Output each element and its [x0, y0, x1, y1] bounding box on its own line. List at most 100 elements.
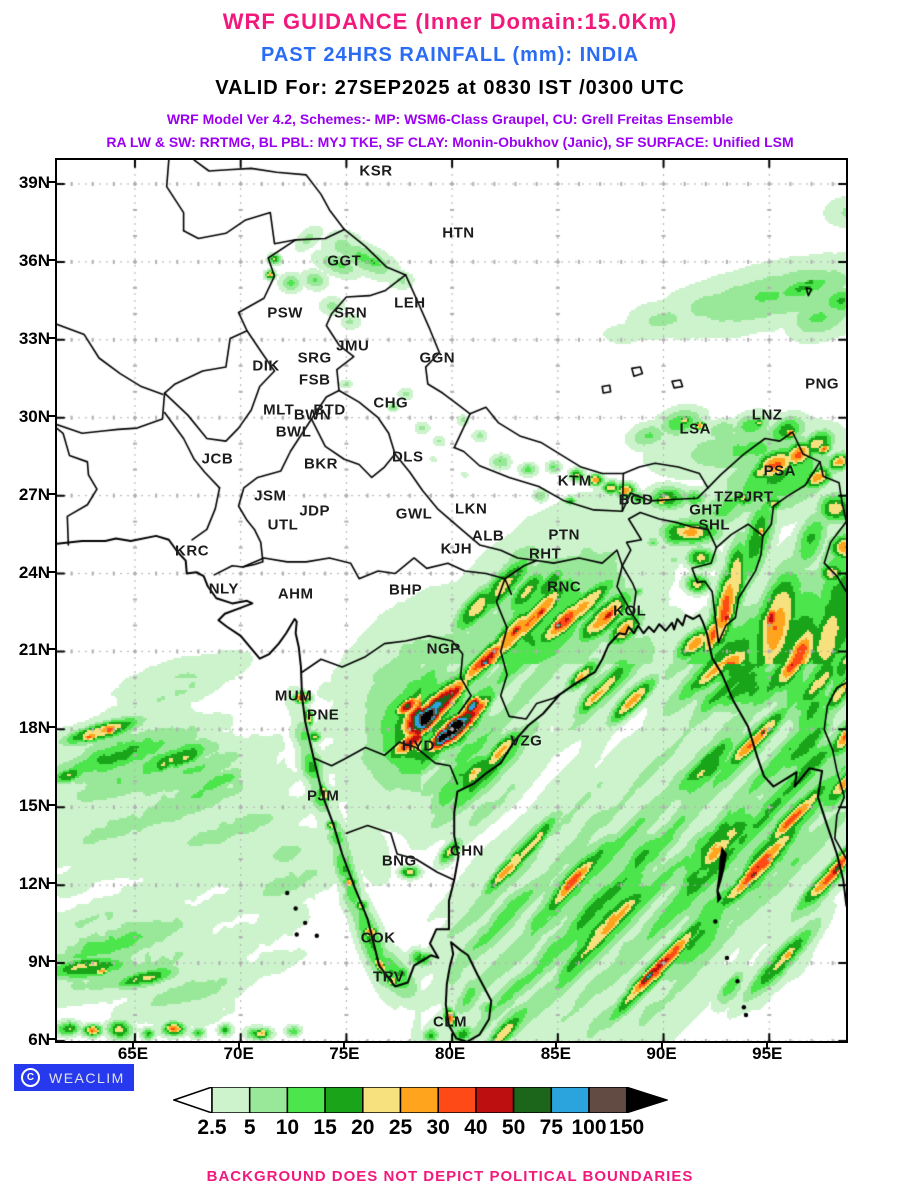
lon-tick-mark	[660, 1041, 663, 1048]
station-label-PNG: PNG	[805, 375, 840, 393]
lat-tick-mark	[48, 1038, 55, 1040]
colorbar-label-10: 10	[275, 1116, 300, 1139]
lon-tick-mark	[766, 1041, 769, 1048]
colorbar-right-arrow	[626, 1086, 670, 1114]
colorbar-label-5: 5	[243, 1116, 256, 1139]
lon-tick-85E: 85E	[540, 1044, 571, 1063]
lat-tick-mark	[48, 258, 55, 261]
colorbar-cell-100	[588, 1086, 628, 1114]
lon-tick-mark	[237, 1041, 240, 1048]
colorbar-label-150: 150	[609, 1116, 645, 1139]
lat-tick-27N: 27N	[18, 484, 50, 504]
colorbar-cell-10	[286, 1086, 326, 1114]
station-label-RNC: RNC	[547, 578, 582, 596]
rainfall-field-canvas	[57, 160, 846, 1041]
station-label-ALB: ALB	[471, 527, 505, 545]
station-label-CHG: CHG	[373, 394, 409, 412]
colorbar-svg	[171, 1085, 670, 1115]
station-label-BTD: BTD	[313, 401, 346, 419]
station-label-JRT: JRT	[743, 488, 774, 506]
lat-tick-39N: 39N	[18, 172, 50, 192]
colorbar-cell-40	[475, 1086, 515, 1114]
station-label-LSA: LSA	[679, 420, 711, 438]
station-label-KTM: KTM	[557, 472, 592, 490]
lat-tick-mark	[48, 882, 55, 885]
lat-tick-mark	[48, 180, 55, 183]
rainfall-colorbar	[171, 1085, 670, 1115]
station-label-AHM: AHM	[277, 585, 314, 603]
lat-tick-mark	[48, 726, 55, 729]
station-label-MUM: MUM	[274, 687, 313, 705]
lat-tick-mark	[48, 960, 55, 963]
lon-tick-65E: 65E	[117, 1044, 149, 1063]
lon-tick-mark	[131, 1041, 134, 1048]
station-label-DIK: DIK	[252, 357, 280, 375]
colorbar-left-arrow	[171, 1085, 213, 1115]
station-label-CLM: CLM	[432, 1013, 467, 1031]
station-label-BKR: BKR	[304, 455, 339, 473]
lon-tick-mark	[343, 1041, 346, 1048]
station-label-KJH: KJH	[440, 540, 473, 558]
station-label-COK: COK	[360, 929, 396, 947]
lat-tick-36N: 36N	[18, 250, 50, 270]
station-label-GWL: GWL	[395, 505, 433, 523]
copyright-circle-icon: C	[21, 1068, 40, 1087]
station-label-TRV: TRV	[373, 968, 405, 986]
weaclim-logo: C WEACLIM	[14, 1064, 134, 1091]
station-label-KSR: KSR	[359, 162, 393, 180]
colorbar-cell-5	[248, 1086, 289, 1114]
colorbar-label-40: 40	[464, 1116, 488, 1139]
station-label-LKN: LKN	[454, 500, 488, 518]
model-scheme-line-1: WRF Model Ver 4.2, Schemes:- MP: WSM6-Cl…	[166, 111, 734, 127]
model-scheme-line-2: RA LW & SW: RRTMG, BL PBL: MYJ TKE, SF C…	[106, 134, 794, 150]
colorbar-label-75: 75	[539, 1116, 563, 1139]
lat-tick-mark	[48, 414, 55, 417]
station-label-LNZ: LNZ	[751, 406, 783, 424]
lon-tick-mark	[554, 1041, 557, 1048]
station-label-SRG: SRG	[297, 349, 332, 367]
colorbar-label-15: 15	[313, 1116, 337, 1139]
lon-tick-70E: 70E	[223, 1044, 254, 1063]
station-label-BWN: BWN	[293, 406, 332, 424]
colorbar-label-20: 20	[351, 1116, 375, 1139]
station-label-TZP: TZP	[714, 488, 744, 506]
lon-tick-75E: 75E	[329, 1044, 360, 1063]
lat-tick-mark	[48, 492, 55, 495]
station-label-NGP: NGP	[426, 640, 461, 658]
station-label-BHP: BHP	[389, 581, 423, 599]
station-label-SRN: SRN	[334, 304, 368, 322]
colorbar-label-50: 50	[501, 1116, 526, 1139]
lat-tick-21N: 21N	[18, 640, 50, 660]
lat-tick-mark	[48, 804, 55, 807]
station-label-JSM: JSM	[254, 487, 287, 505]
station-label-KRC: KRC	[175, 542, 210, 560]
colorbar-cell-20	[362, 1086, 402, 1114]
station-label-MLT: MLT	[263, 401, 295, 419]
station-label-PNE: PNE	[306, 706, 340, 724]
station-label-KOL: KOL	[613, 602, 647, 620]
station-label-PSW: PSW	[267, 304, 303, 322]
station-label-BWL: BWL	[275, 423, 312, 441]
lat-tick-30N: 30N	[18, 406, 50, 426]
station-label-SHL: SHL	[698, 516, 731, 534]
colorbar-cell-15	[324, 1086, 364, 1114]
lat-tick-33N: 33N	[18, 328, 50, 348]
station-label-UTL: UTL	[267, 516, 299, 534]
colorbar-cell-30	[437, 1086, 477, 1114]
disclaimer-line: BACKGROUND DOES NOT DEPICT POLITICAL BOU…	[206, 1168, 694, 1185]
lat-tick-9N: 9N	[28, 952, 50, 972]
lon-tick-90E: 90E	[646, 1044, 677, 1063]
colorbar-label-2.5: 2.5	[197, 1116, 227, 1139]
colorbar-label-30: 30	[426, 1116, 450, 1139]
lat-tick-12N: 12N	[18, 874, 50, 894]
station-label-JCB: JCB	[201, 450, 234, 468]
colorbar-label-100: 100	[571, 1116, 607, 1139]
station-label-BGD: BGD	[618, 491, 654, 509]
station-label-FSB: FSB	[298, 371, 331, 389]
map-plot-area: KSR HTN GGT PSW SRN LEH JMU DIK SRG FSB MLT BWN BTD B…	[55, 158, 848, 1043]
valid-time-line: VALID For: 27SEP2025 at 0830 IST /0300 U…	[215, 77, 685, 99]
station-label-HYD: HYD	[401, 737, 435, 755]
station-label-PJM: PJM	[306, 787, 340, 805]
station-label-PSA: PSA	[763, 462, 796, 480]
station-label-NLY: NLY	[208, 580, 239, 598]
